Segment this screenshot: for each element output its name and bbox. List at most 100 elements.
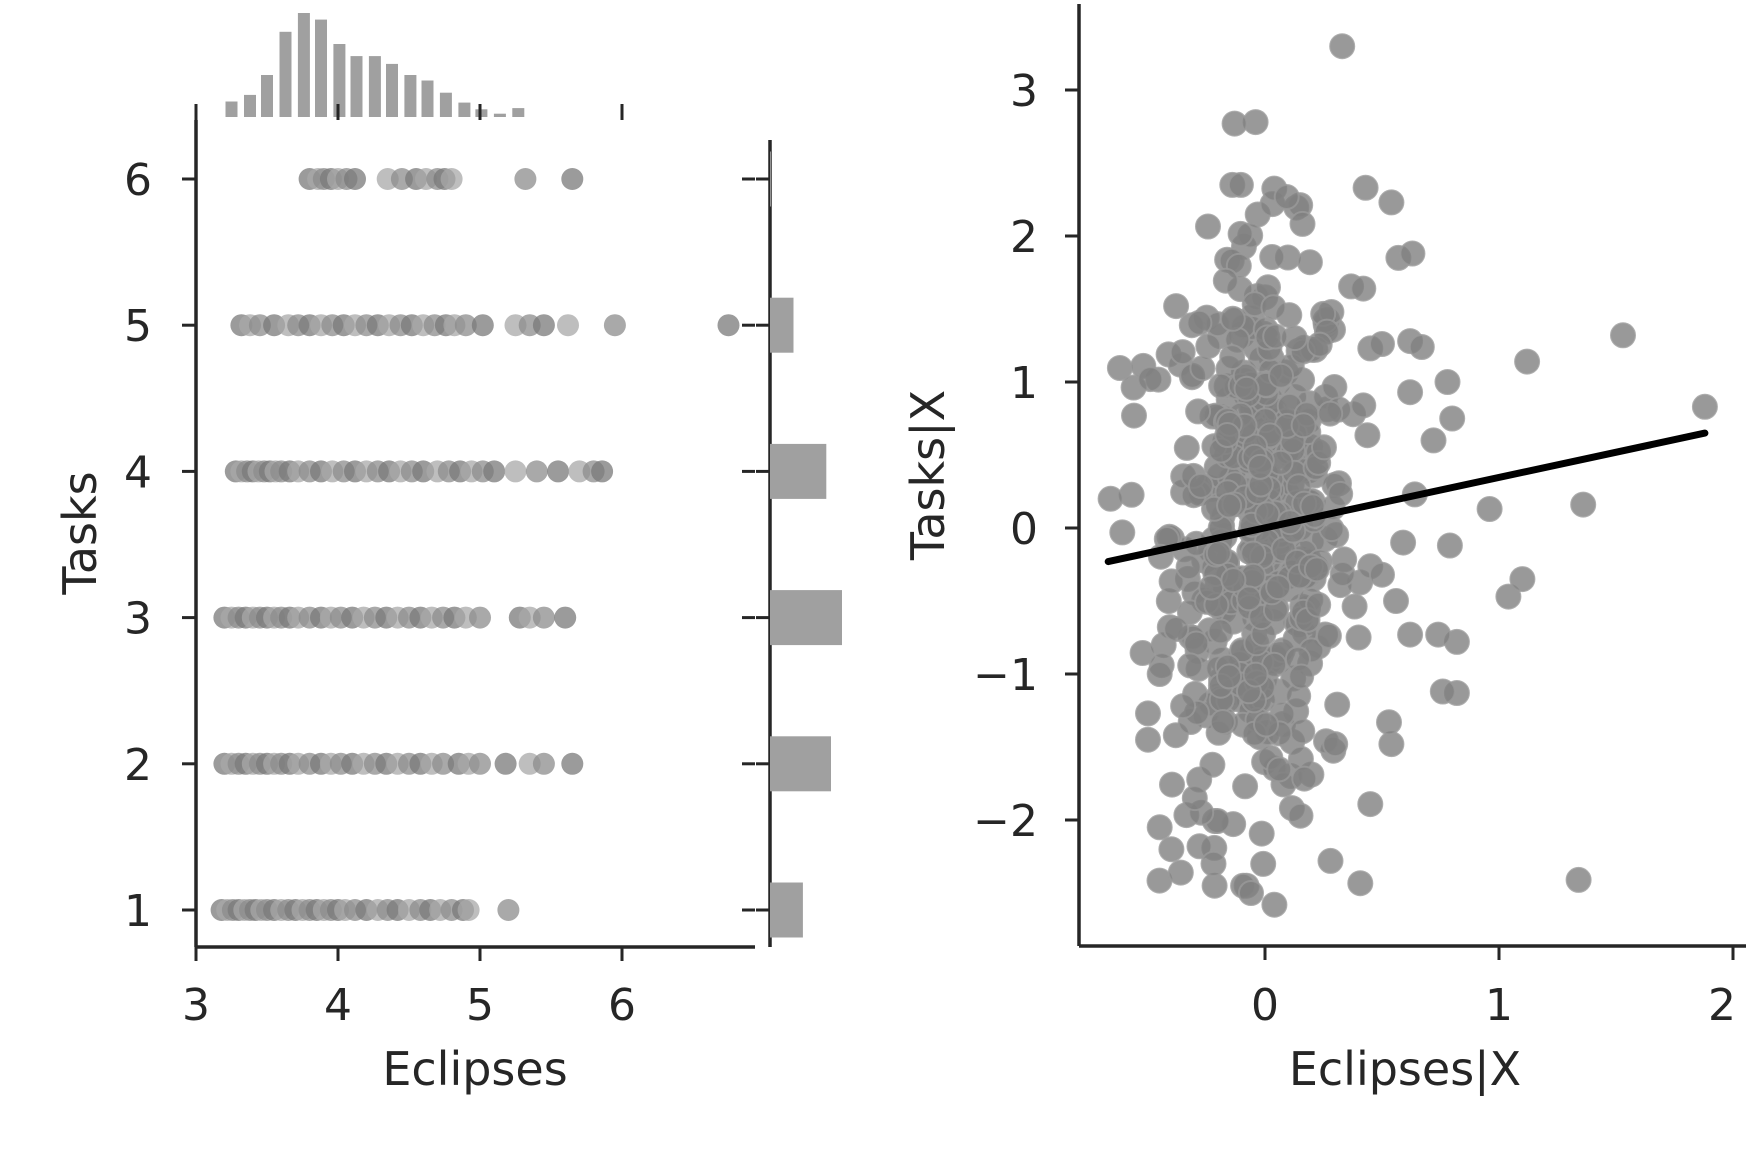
joint-point — [432, 752, 455, 775]
reg-x-axis-label: Eclipses|X — [1289, 1042, 1521, 1097]
residual-point — [1291, 765, 1318, 792]
residual-point — [1315, 622, 1342, 649]
y-hist-bar — [770, 151, 771, 207]
residual-point — [1175, 554, 1202, 581]
residual-point — [1514, 348, 1541, 375]
residual-point — [1167, 859, 1194, 886]
residual-point — [1240, 540, 1267, 567]
residual-point — [1200, 850, 1227, 877]
joint-point — [591, 460, 614, 483]
residual-point — [1341, 593, 1368, 620]
residual-point — [1397, 379, 1424, 406]
residual-point — [1186, 309, 1213, 336]
joint-point — [454, 314, 477, 337]
residual-point — [1305, 591, 1332, 618]
x-hist-bar — [225, 101, 238, 117]
residual-point — [1289, 718, 1316, 745]
joint-point — [469, 752, 491, 775]
residual-point — [1266, 756, 1293, 783]
residual-point — [1158, 568, 1185, 595]
residual-point — [1121, 402, 1147, 429]
y-hist-bar — [770, 590, 842, 646]
residual-point — [1253, 711, 1279, 738]
residual-point — [1137, 366, 1164, 393]
residual-point — [1439, 405, 1466, 432]
residual-point — [1273, 184, 1300, 210]
residual-point — [1287, 802, 1314, 829]
residual-point — [1350, 392, 1377, 419]
joint-point — [557, 314, 579, 337]
reg-x-tick-label: 0 — [1251, 980, 1279, 1031]
x-tick-label: 3 — [182, 980, 210, 1031]
x-hist-bar — [404, 75, 417, 117]
joint-point — [561, 168, 584, 190]
residual-point — [1352, 174, 1379, 201]
residual-point — [1186, 833, 1213, 860]
reg-x-tick-label: 1 — [1485, 980, 1513, 1031]
residual-point — [1259, 244, 1286, 270]
residual-point — [1429, 678, 1456, 705]
residual-point — [1329, 33, 1356, 60]
joint-point — [440, 168, 463, 190]
residual-point — [1207, 618, 1234, 645]
residual-point — [1163, 616, 1190, 642]
x-hist-bar — [458, 102, 471, 117]
residual-point — [1691, 393, 1718, 420]
residual-point — [1509, 566, 1536, 593]
joint-point — [497, 899, 520, 921]
residual-point — [1233, 375, 1260, 402]
y-marginal-histogram — [742, 140, 842, 947]
residual-point — [1109, 519, 1136, 546]
x-tick-label: 6 — [608, 980, 636, 1031]
residual-point — [1306, 331, 1333, 358]
residual-point — [1495, 583, 1522, 610]
residual-point — [1220, 567, 1247, 594]
residual-point — [1324, 691, 1351, 718]
residual-point — [1261, 891, 1288, 918]
y-tick-label: 2 — [124, 740, 152, 791]
reg-y-tick-label: 0 — [1010, 504, 1038, 555]
residual-point — [1288, 663, 1315, 690]
y-hist-bar — [770, 297, 794, 353]
x-hist-bar — [512, 108, 525, 117]
joint-point — [717, 314, 740, 337]
reg-x-tick-label: 2 — [1708, 980, 1736, 1031]
residual-point — [1146, 814, 1173, 841]
x-hist-bar — [350, 56, 363, 117]
residual-point — [1436, 532, 1463, 559]
joint-point — [547, 460, 570, 483]
residual-point — [1369, 331, 1395, 357]
y-hist-bar — [770, 443, 827, 499]
residual-point — [1201, 872, 1228, 899]
residual-point — [1317, 400, 1344, 427]
residual-point — [1135, 726, 1161, 753]
residual-point — [1289, 210, 1316, 237]
joint-scatter-panel: 3 4 5 6 1 2 3 4 5 6 Eclipses Tasks — [53, 104, 755, 1096]
residual-point — [1183, 630, 1210, 657]
joint-point — [514, 168, 537, 190]
residual-point — [1322, 731, 1349, 758]
residual-point — [1350, 275, 1377, 302]
residual-point — [1118, 481, 1145, 508]
residual-point — [1565, 866, 1592, 893]
residual-point — [1187, 472, 1214, 499]
reg-y-tick-label: 1 — [1010, 358, 1038, 409]
residual-point — [1345, 624, 1372, 651]
joint-point — [532, 606, 555, 629]
residual-point — [1347, 870, 1374, 897]
joint-point — [525, 460, 548, 483]
joint-point — [532, 314, 555, 337]
x-hist-bar — [386, 63, 398, 117]
x-tick-label: 4 — [324, 980, 352, 1031]
residual-point — [1216, 492, 1243, 519]
residual-point — [1205, 540, 1232, 567]
residual-point — [1570, 491, 1597, 518]
residual-point — [1321, 374, 1348, 400]
residual-point — [1390, 529, 1417, 556]
y-tick-label: 4 — [124, 447, 152, 498]
y-tick-label: 1 — [124, 886, 152, 937]
residual-point — [1212, 267, 1239, 294]
residual-point — [1357, 791, 1384, 818]
reg-y-tick-label: −1 — [973, 650, 1038, 701]
joint-point — [504, 460, 527, 483]
